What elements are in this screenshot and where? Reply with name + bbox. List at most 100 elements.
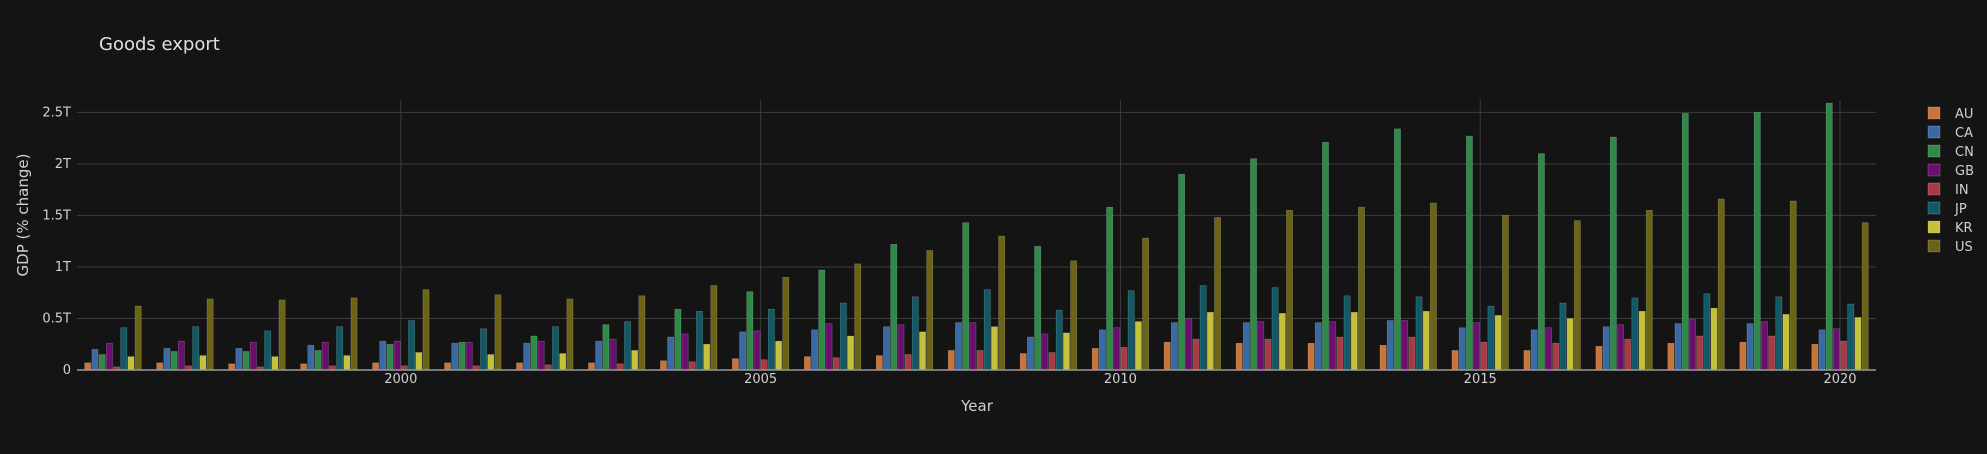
bar-cn-1996[interactable]: [98, 354, 106, 371]
bar-in-2016[interactable]: [1552, 342, 1560, 371]
bar-jp-2004[interactable]: [696, 310, 703, 371]
bar-in-2011[interactable]: [1192, 338, 1200, 371]
bar-kr-2012[interactable]: [1278, 313, 1286, 371]
bar-ca-2017[interactable]: [1602, 326, 1610, 371]
bar-kr-2013[interactable]: [1350, 311, 1358, 371]
bar-cn-2013[interactable]: [1322, 141, 1329, 371]
bar-us-2006[interactable]: [854, 263, 862, 371]
legend-swatch-ca[interactable]: [1927, 125, 1941, 139]
bar-gb-2008[interactable]: [969, 322, 977, 371]
legend-swatch-au[interactable]: [1927, 106, 1941, 120]
bar-kr-2000[interactable]: [415, 352, 423, 371]
legend-swatch-us[interactable]: [1927, 239, 1941, 253]
bar-jp-2001[interactable]: [480, 328, 487, 371]
bar-cn-2000[interactable]: [386, 343, 394, 371]
bar-jp-2017[interactable]: [1631, 297, 1639, 371]
bar-us-1997[interactable]: [206, 298, 214, 371]
bar-au-1998[interactable]: [228, 363, 236, 371]
bar-jp-2011[interactable]: [1199, 285, 1207, 371]
bar-gb-1998[interactable]: [249, 341, 257, 371]
bar-in-2008[interactable]: [976, 350, 984, 371]
bar-kr-2011[interactable]: [1206, 311, 1214, 371]
bar-au-2013[interactable]: [1307, 342, 1315, 371]
bar-in-2004[interactable]: [688, 361, 696, 371]
bar-in-2020[interactable]: [1840, 340, 1848, 371]
bar-jp-2012[interactable]: [1271, 287, 1279, 371]
bar-jp-1998[interactable]: [264, 330, 272, 371]
bar-au-2004[interactable]: [660, 360, 667, 371]
bar-us-2014[interactable]: [1430, 202, 1437, 371]
bar-ca-2000[interactable]: [379, 340, 387, 371]
legend-swatch-kr[interactable]: [1927, 220, 1941, 234]
bar-gb-2002[interactable]: [537, 340, 545, 371]
bar-in-2017[interactable]: [1624, 338, 1632, 371]
bar-gb-2001[interactable]: [465, 341, 473, 371]
bar-ca-1997[interactable]: [163, 348, 171, 371]
bar-au-2017[interactable]: [1595, 345, 1603, 371]
bar-gb-2011[interactable]: [1185, 318, 1193, 371]
bar-cn-2016[interactable]: [1537, 153, 1545, 371]
bar-ca-2006[interactable]: [811, 329, 818, 371]
bar-us-2019[interactable]: [1789, 200, 1797, 371]
bar-ca-2019[interactable]: [1746, 323, 1754, 371]
bar-gb-2006[interactable]: [825, 323, 833, 371]
bar-au-2003[interactable]: [588, 362, 595, 371]
legend-swatch-cn[interactable]: [1927, 144, 1941, 158]
bar-kr-2020[interactable]: [1854, 317, 1862, 371]
bar-ca-2010[interactable]: [1099, 329, 1106, 371]
bar-in-2002[interactable]: [544, 364, 552, 371]
bar-gb-2010[interactable]: [1113, 327, 1121, 371]
bar-gb-2020[interactable]: [1833, 328, 1840, 371]
bar-kr-2003[interactable]: [631, 350, 639, 371]
bar-jp-2016[interactable]: [1559, 302, 1567, 371]
bar-jp-2019[interactable]: [1775, 296, 1783, 371]
bar-ca-2015[interactable]: [1458, 327, 1466, 371]
bar-us-2013[interactable]: [1358, 206, 1365, 371]
bar-ca-2004[interactable]: [667, 336, 675, 371]
bar-cn-2007[interactable]: [890, 243, 898, 371]
bar-us-2010[interactable]: [1142, 237, 1150, 371]
bar-cn-2012[interactable]: [1250, 158, 1257, 371]
bar-in-2014[interactable]: [1408, 336, 1416, 371]
bar-us-2016[interactable]: [1573, 220, 1581, 371]
bar-kr-2009[interactable]: [1063, 332, 1070, 371]
bar-gb-2017[interactable]: [1617, 324, 1624, 371]
bar-cn-2011[interactable]: [1178, 173, 1185, 371]
bar-ca-2011[interactable]: [1170, 322, 1178, 371]
bar-jp-1996[interactable]: [120, 327, 128, 371]
bar-kr-2017[interactable]: [1638, 310, 1646, 371]
bar-ca-2008[interactable]: [955, 322, 962, 371]
bar-cn-2006[interactable]: [818, 269, 826, 371]
bar-jp-2000[interactable]: [408, 320, 416, 371]
bar-cn-2020[interactable]: [1825, 102, 1833, 371]
legend-swatch-in[interactable]: [1927, 182, 1941, 196]
bar-au-2020[interactable]: [1811, 343, 1819, 371]
bar-gb-1996[interactable]: [105, 342, 113, 371]
bar-au-2001[interactable]: [444, 362, 451, 371]
bar-au-2008[interactable]: [947, 350, 955, 371]
bar-in-2003[interactable]: [616, 363, 624, 371]
bar-jp-2006[interactable]: [839, 302, 847, 371]
bar-us-2020[interactable]: [1861, 222, 1869, 371]
bar-in-2015[interactable]: [1480, 341, 1488, 371]
bar-au-2015[interactable]: [1451, 350, 1459, 371]
bar-us-1996[interactable]: [134, 305, 142, 371]
bar-jp-2014[interactable]: [1415, 296, 1423, 371]
bar-kr-2014[interactable]: [1422, 310, 1430, 371]
bar-gb-2007[interactable]: [897, 324, 905, 371]
bar-ca-2012[interactable]: [1242, 322, 1250, 371]
bar-cn-2001[interactable]: [458, 341, 466, 371]
bar-us-2008[interactable]: [998, 235, 1006, 371]
bar-kr-2010[interactable]: [1135, 321, 1142, 371]
bar-in-2006[interactable]: [832, 357, 840, 371]
bar-gb-2014[interactable]: [1401, 320, 1409, 371]
bar-kr-1996[interactable]: [127, 356, 135, 371]
bar-cn-2015[interactable]: [1466, 135, 1473, 371]
bar-jp-2010[interactable]: [1127, 290, 1135, 371]
bar-au-2005[interactable]: [732, 358, 739, 371]
bar-au-2007[interactable]: [875, 355, 883, 371]
bar-jp-1999[interactable]: [336, 326, 344, 371]
bar-cn-1997[interactable]: [170, 351, 178, 371]
bar-kr-1997[interactable]: [199, 355, 207, 371]
bar-gb-2015[interactable]: [1473, 322, 1481, 371]
